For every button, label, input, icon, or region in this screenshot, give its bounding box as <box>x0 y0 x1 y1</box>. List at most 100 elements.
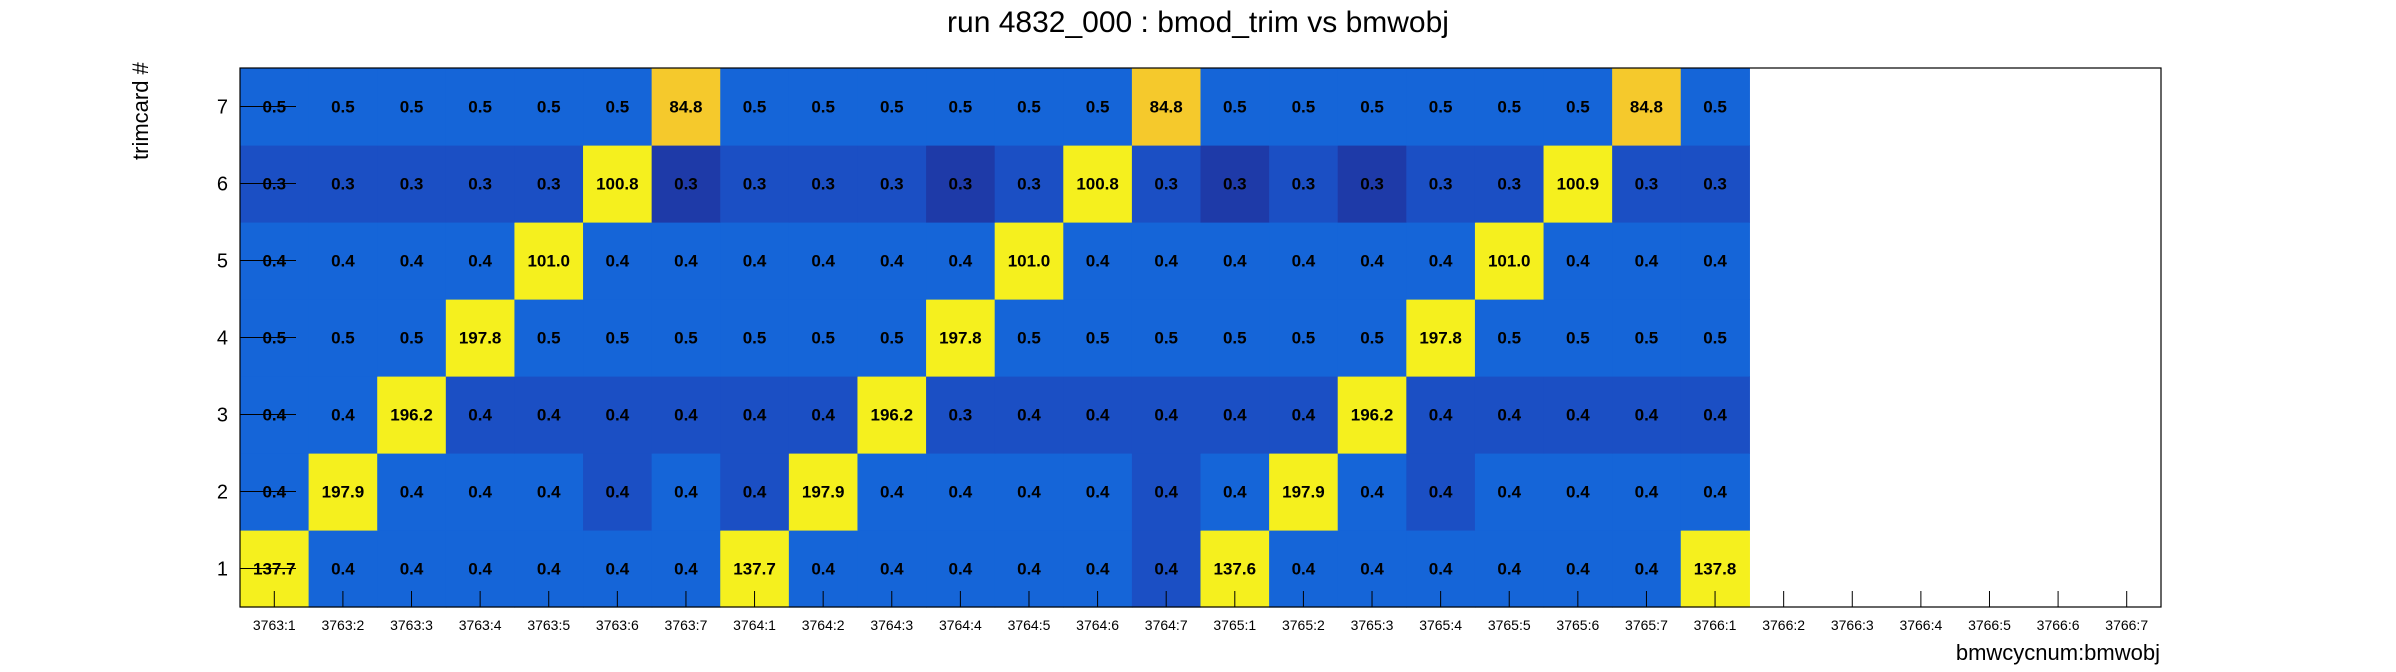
heatmap-cell <box>926 68 996 146</box>
cell-value-label: 0.4 <box>468 483 492 502</box>
heatmap-cell <box>857 68 927 146</box>
heatmap-cell <box>651 299 721 377</box>
cell-value-label: 0.5 <box>400 98 424 117</box>
heatmap-cell <box>720 68 790 146</box>
cell-value-label: 0.4 <box>1154 483 1178 502</box>
cell-value-label: 0.4 <box>1086 406 1110 425</box>
heatmap-cell <box>788 145 859 223</box>
heatmap-cell <box>720 145 790 223</box>
heatmap-cell <box>1063 68 1133 146</box>
heatmap-cell <box>651 145 721 223</box>
heatmap-cell <box>1131 376 1202 454</box>
heatmap-cell <box>1131 145 1202 223</box>
heatmap-cell <box>926 222 996 300</box>
cell-value-label: 0.4 <box>674 483 698 502</box>
x-tick-label: 3766:2 <box>1762 617 1805 633</box>
cell-value-label: 0.4 <box>400 252 424 271</box>
heatmap-cell <box>651 222 721 300</box>
heatmap-cell <box>1474 453 1545 531</box>
cell-value-label: 0.4 <box>1154 406 1178 425</box>
cell-value-label: 0.4 <box>468 252 492 271</box>
heatmap-cell <box>857 145 927 223</box>
chart-title: run 4832_000 : bmod_trim vs bmwobj <box>947 6 1449 39</box>
heatmap-cell <box>1474 145 1545 223</box>
heatmap-cell <box>788 376 859 454</box>
cell-value-label: 0.4 <box>743 252 767 271</box>
heatmap-cell <box>1680 376 1750 454</box>
cell-value-label: 0.5 <box>537 329 561 348</box>
heatmap-cell <box>857 453 927 531</box>
cell-value-label: 0.5 <box>1566 329 1590 348</box>
heatmap-cell <box>1543 299 1613 377</box>
cell-value-label: 0.5 <box>880 329 904 348</box>
y-axis-label: trimcard # <box>128 61 153 160</box>
heatmap-cell <box>1131 68 1202 146</box>
cell-value-label: 0.4 <box>1017 560 1041 579</box>
cell-value-label: 0.4 <box>1086 483 1110 502</box>
x-tick-label: 3765:7 <box>1625 617 1668 633</box>
heatmap-cell <box>1337 299 1407 377</box>
heatmap-cell <box>1063 145 1133 223</box>
cell-value-label: 0.4 <box>1497 406 1521 425</box>
cell-value-label: 0.3 <box>1429 175 1453 194</box>
cell-value-label: 0.3 <box>949 175 973 194</box>
cell-value-label: 0.5 <box>811 329 835 348</box>
heatmap-cell <box>583 376 653 454</box>
cell-value-label: 0.4 <box>1566 406 1590 425</box>
heatmap-cell <box>720 376 790 454</box>
cell-value-label: 0.3 <box>1292 175 1316 194</box>
heatmap-cell <box>1543 453 1613 531</box>
cell-value-label: 0.4 <box>1635 560 1659 579</box>
heatmap-cell <box>1680 145 1750 223</box>
heatmap-cell <box>308 376 378 454</box>
cell-value-label: 0.4 <box>1154 252 1178 271</box>
cell-value-label: 0.5 <box>1154 329 1178 348</box>
cell-value-label: 0.3 <box>1497 175 1521 194</box>
x-tick-label: 3763:5 <box>527 617 570 633</box>
heatmap-cell <box>1406 453 1476 531</box>
cell-value-label: 0.4 <box>400 560 424 579</box>
heatmap-cell <box>1337 68 1407 146</box>
heatmap-cell <box>1063 376 1133 454</box>
cell-value-label: 0.4 <box>1223 483 1247 502</box>
heatmap-cell <box>445 299 516 377</box>
cell-value-label: 0.3 <box>1223 175 1247 194</box>
heatmap-cell <box>926 453 996 531</box>
heatmap-cell <box>1543 376 1613 454</box>
cell-value-label: 0.4 <box>949 483 973 502</box>
heatmap-cell <box>1680 453 1750 531</box>
cell-labels: 137.7 0.4 0.4 0.4 0.4 0.4 0.4 137.7 0.4 0.4 0.4 0.4… <box>253 98 1736 579</box>
heatmap-cell <box>1406 68 1476 146</box>
cell-value-label: 0.5 <box>674 329 698 348</box>
cell-value-label: 0.4 <box>674 560 698 579</box>
heatmap-cell <box>377 453 447 531</box>
x-tick-label: 3766:1 <box>1694 617 1737 633</box>
cell-value-label: 0.4 <box>1017 483 1041 502</box>
heatmap-cell <box>994 299 1064 377</box>
cell-value-label: 0.4 <box>1360 252 1384 271</box>
cell-value-label: 0.3 <box>811 175 835 194</box>
heatmap-cell <box>308 145 378 223</box>
heatmap-cell <box>445 222 516 300</box>
heatmap-cell <box>926 145 996 223</box>
heatmap-cell <box>1063 299 1133 377</box>
y-axis-ticks: 1 2 3 4 5 6 7 <box>217 97 296 581</box>
cell-value-label: 0.4 <box>880 252 904 271</box>
cell-value-label: 100.8 <box>1076 175 1119 194</box>
y-tick-label: 7 <box>217 97 228 119</box>
heatmap-cell <box>926 376 996 454</box>
cell-value-label: 0.4 <box>743 483 767 502</box>
heatmap-cell <box>1269 299 1339 377</box>
cell-value-label: 0.4 <box>1703 252 1727 271</box>
cell-value-label: 0.4 <box>537 560 561 579</box>
cell-value-label: 0.5 <box>1635 329 1659 348</box>
cell-value-label: 0.4 <box>1429 483 1453 502</box>
x-tick-label: 3764:3 <box>870 617 913 633</box>
cell-value-label: 0.5 <box>743 98 767 117</box>
cell-value-label: 0.3 <box>674 175 698 194</box>
cell-value-label: 0.4 <box>468 560 492 579</box>
heatmap-cell <box>308 68 378 146</box>
heatmap-cell <box>377 68 447 146</box>
cell-value-label: 0.4 <box>949 560 973 579</box>
y-tick-label: 3 <box>217 405 228 427</box>
